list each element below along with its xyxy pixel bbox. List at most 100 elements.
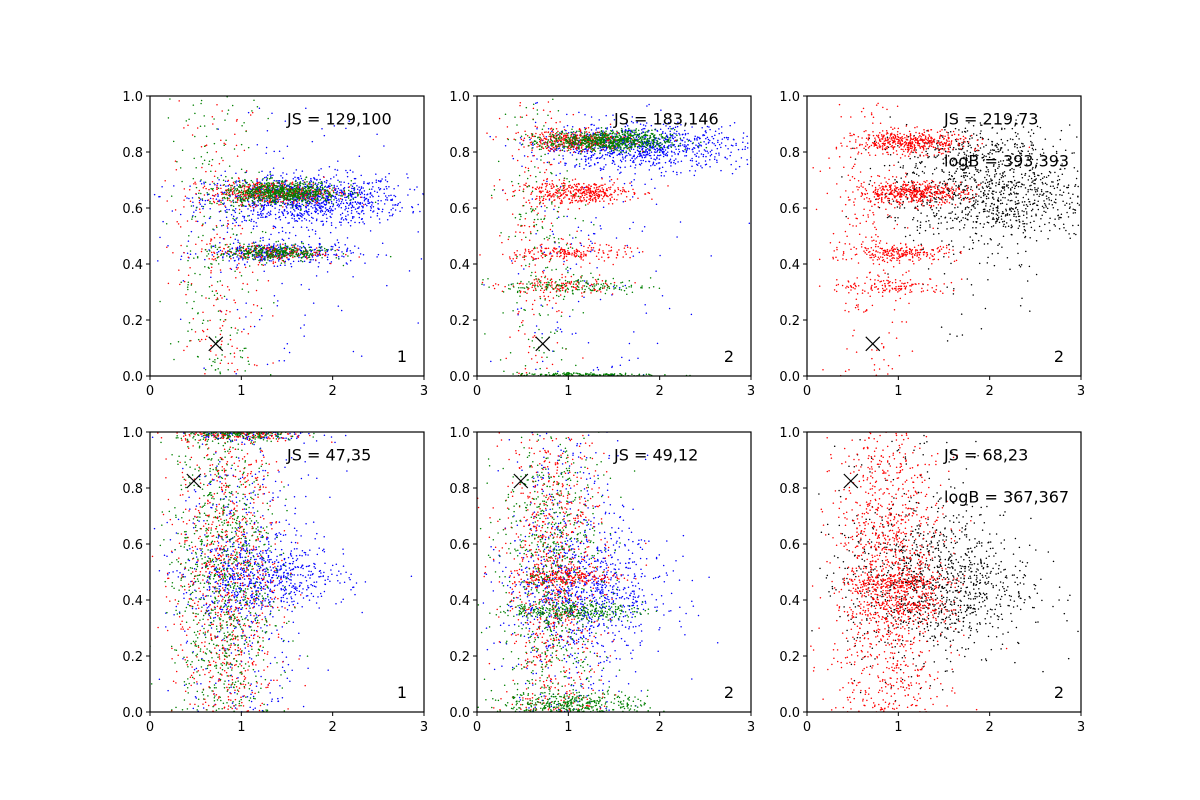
data-point [220, 329, 223, 332]
data-point [369, 192, 371, 195]
data-point [261, 252, 263, 255]
data-point [657, 162, 660, 164]
data-point [189, 250, 192, 252]
data-point [244, 171, 246, 174]
data-point [236, 197, 239, 200]
data-point [206, 250, 208, 253]
data-point [217, 298, 219, 300]
data-point [217, 200, 219, 202]
data-point [240, 210, 243, 213]
data-point [351, 187, 353, 190]
data-point [282, 172, 284, 174]
data-point [303, 250, 305, 253]
data-point [212, 360, 214, 363]
data-point [693, 174, 696, 177]
data-point [213, 182, 215, 185]
data-point [637, 150, 640, 152]
data-point [707, 142, 710, 144]
data-point [598, 157, 601, 160]
data-point [187, 274, 190, 276]
data-point [242, 190, 245, 193]
data-point [224, 191, 226, 193]
data-point [267, 247, 269, 249]
data-point [278, 251, 281, 253]
data-point [383, 188, 385, 190]
data-point [217, 367, 219, 370]
data-point [247, 111, 250, 114]
data-point [297, 186, 299, 189]
data-point [250, 218, 253, 221]
data-point [251, 92, 253, 94]
data-point [321, 182, 323, 185]
data-point [367, 200, 370, 202]
data-point [566, 113, 568, 116]
data-point [348, 186, 351, 188]
data-point [350, 252, 352, 254]
data-point [221, 284, 224, 286]
data-point [331, 189, 333, 191]
data-point [198, 192, 200, 195]
data-point [654, 159, 657, 161]
data-point [321, 201, 323, 204]
data-point [700, 153, 703, 155]
y-tick-label: 1.0 [122, 90, 143, 105]
data-point [202, 311, 204, 314]
data-point [299, 214, 302, 217]
data-point [245, 205, 247, 208]
data-point [353, 216, 355, 218]
data-point [211, 254, 214, 256]
data-point [306, 212, 309, 214]
data-point [351, 217, 354, 219]
data-point [347, 182, 350, 185]
data-point [296, 251, 298, 253]
data-point [253, 198, 256, 200]
data-point [342, 191, 344, 193]
data-point [233, 209, 236, 212]
data-point [391, 199, 393, 201]
data-point [580, 244, 583, 247]
data-point [271, 245, 273, 248]
data-point [364, 203, 367, 205]
data-point [340, 207, 343, 209]
data-point [632, 148, 635, 151]
data-point [742, 137, 744, 139]
data-point [662, 131, 664, 133]
data-point [661, 166, 664, 169]
data-point [226, 225, 229, 227]
data-point [273, 184, 275, 186]
data-point [275, 202, 277, 205]
data-point [655, 270, 657, 272]
data-point [265, 252, 267, 254]
data-point [224, 119, 226, 121]
data-point [266, 244, 268, 247]
data-point [291, 194, 294, 197]
data-point [322, 253, 324, 256]
data-point [238, 194, 240, 197]
data-point [218, 163, 221, 165]
data-point [358, 213, 361, 215]
data-point [388, 186, 390, 188]
data-point [219, 309, 221, 312]
data-point [315, 191, 317, 193]
data-point [653, 158, 655, 160]
data-point [324, 204, 327, 206]
data-point [301, 189, 303, 192]
data-point [153, 193, 156, 196]
data-point [201, 199, 204, 202]
data-point [284, 242, 287, 245]
data-point [291, 251, 293, 254]
data-point [234, 301, 237, 304]
data-point [187, 281, 190, 284]
data-point [411, 206, 414, 209]
data-point [286, 247, 288, 250]
data-point [337, 187, 340, 190]
data-point [255, 251, 257, 254]
data-point [223, 144, 225, 147]
data-point [271, 177, 273, 179]
data-point [657, 115, 659, 117]
data-point [297, 255, 299, 257]
data-point [233, 370, 236, 373]
data-point [306, 184, 309, 187]
data-point [223, 142, 225, 145]
data-point [617, 165, 620, 168]
